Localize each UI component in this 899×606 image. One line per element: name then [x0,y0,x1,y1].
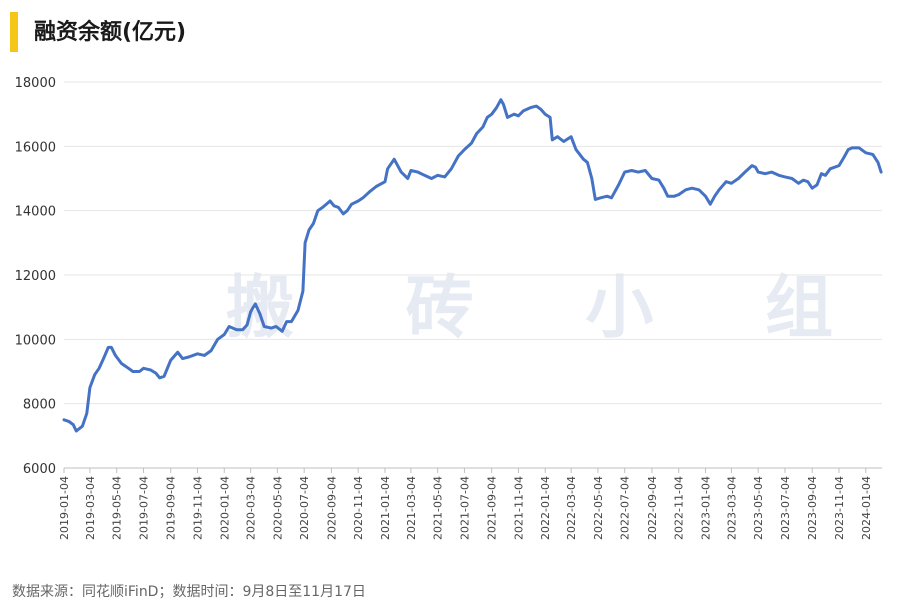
x-tick-label: 2022-05-04 [592,476,605,540]
x-tick-label: 2021-01-04 [379,476,392,540]
x-tick-label: 2020-03-04 [245,476,258,540]
watermark: 搬 砖 小 组 [226,269,878,348]
x-tick-label: 2019-07-04 [137,476,150,540]
data-source-note: 数据来源：同花顺iFinD；数据时间：9月8日至11月17日 [12,584,366,600]
x-tick-label: 2020-07-04 [298,476,311,540]
x-tick-label: 2020-11-04 [352,476,365,540]
x-tick-label: 2023-11-04 [833,476,846,540]
y-axis-tick-labels: 6000 8000 10000 12000 14000 16000 18000 [15,76,56,477]
x-tick-label: 2021-03-04 [405,476,418,540]
x-axis-tick-labels: 2019-01-04 2019-03-04 2019-05-04 2019-07-04… [58,468,873,540]
x-tick-label: 2022-03-04 [565,476,578,540]
x-tick-label: 2021-09-04 [486,476,499,540]
y-tick-label: 12000 [15,269,56,284]
x-tick-label: 2022-09-04 [646,476,659,540]
x-tick-label: 2023-07-04 [779,476,792,540]
grid-lines [64,81,882,405]
x-tick-label: 2020-01-04 [218,476,231,540]
y-tick-label: 8000 [23,398,56,413]
chart-title: 融资余额(亿元) [34,20,187,45]
x-tick-label: 2022-11-04 [673,476,686,540]
x-tick-label: 2022-07-04 [619,476,632,540]
x-tick-label: 2023-03-04 [725,476,738,540]
y-tick-label: 6000 [23,462,56,477]
x-tick-label: 2019-05-04 [111,476,124,540]
y-tick-label: 18000 [15,76,56,91]
x-tick-label: 2023-05-04 [752,476,765,540]
x-tick-label: 2021-05-04 [432,476,445,540]
y-tick-label: 16000 [15,140,56,155]
x-tick-label: 2019-03-04 [84,476,97,540]
x-tick-label: 2023-09-04 [806,476,819,540]
y-tick-label: 10000 [15,333,56,348]
x-tick-label: 2020-05-04 [271,476,284,540]
x-tick-label: 2024-01-04 [860,476,873,540]
x-tick-label: 2021-11-04 [512,476,525,540]
x-tick-label: 2022-01-04 [539,476,552,540]
x-tick-label: 2019-01-04 [58,476,71,540]
y-tick-label: 14000 [15,205,56,220]
x-tick-label: 2020-09-04 [325,476,338,540]
x-tick-label: 2023-01-04 [699,476,712,540]
title-accent-bar [10,12,18,52]
x-tick-label: 2021-07-04 [458,476,471,540]
x-tick-label: 2019-11-04 [191,476,204,540]
series-line-margin-balance [62,98,883,433]
x-tick-label: 2019-09-04 [165,476,178,540]
